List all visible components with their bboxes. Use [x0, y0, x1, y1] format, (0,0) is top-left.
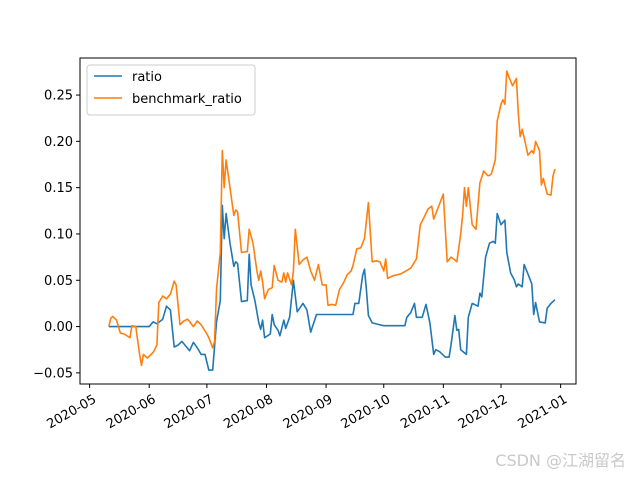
- x-tick-label: 2020-09: [281, 392, 336, 432]
- x-tick-label: 2020-11: [398, 392, 453, 432]
- y-tick-label: 0.20: [44, 135, 73, 150]
- legend-label-ratio: ratio: [132, 70, 162, 85]
- y-tick-label: 0.00: [44, 320, 73, 335]
- series-line-ratio: [108, 204, 556, 371]
- watermark-text: CSDN @江湖留名: [495, 451, 626, 470]
- legend-label-benchmark-ratio: benchmark_ratio: [132, 92, 242, 107]
- x-tick-label: 2020-12: [456, 392, 511, 432]
- legend-box: [86, 64, 256, 116]
- x-tick-label: 2020-10: [339, 392, 394, 432]
- y-axis-ticks: −0.05 0.00 0.05 0.10 0.15 0.20 0.25: [33, 89, 80, 381]
- x-tick-label: 2020-07: [162, 392, 217, 432]
- y-tick-label: 0.10: [44, 227, 73, 242]
- series-line-benchmark-ratio: [108, 70, 556, 367]
- legend: ratio benchmark_ratio: [86, 64, 256, 116]
- y-tick-label: 0.25: [44, 89, 73, 104]
- x-tick-label: 2020-08: [221, 392, 276, 432]
- x-tick-label: 2020-06: [104, 392, 159, 432]
- x-tick-label: 2021-01: [515, 392, 570, 432]
- y-tick-label: 0.05: [44, 274, 73, 289]
- x-tick-label: 2020-05: [44, 392, 99, 432]
- y-tick-label: 0.15: [44, 181, 73, 196]
- y-tick-label: −0.05: [33, 366, 73, 381]
- series-layer: [108, 70, 556, 371]
- x-axis-ticks: 2020-05 2020-06 2020-07 2020-08 2020-09 2020-…: [44, 384, 570, 432]
- plot-frame: [79, 57, 577, 385]
